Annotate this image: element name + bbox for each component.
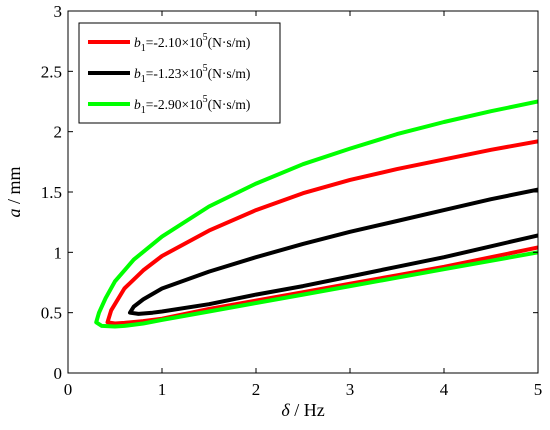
series-1-curve	[105, 139, 538, 326]
y-tick-label: 0	[54, 364, 63, 383]
y-tick-label: 2.5	[41, 62, 62, 81]
x-tick-label: 1	[158, 380, 167, 399]
x-tick-label: 4	[440, 380, 449, 399]
legend-entry-series-1: b1=-2.10×105(N·s/m)	[134, 32, 250, 54]
y-tick-label: 3	[54, 2, 63, 21]
x-tick-label: 2	[252, 380, 261, 399]
series-2-curve	[128, 187, 538, 316]
y-tick-label: 0.5	[41, 304, 62, 323]
y-axis-label: a / mm	[4, 166, 24, 217]
y-tick-label: 1	[54, 243, 63, 262]
x-tick-label: 5	[534, 380, 543, 399]
legend: b1=-2.10×105(N·s/m) b1=-1.23×105(N·s/m) …	[78, 22, 281, 124]
x-axis-label: δ / Hz	[281, 400, 324, 420]
y-tick-label: 2	[54, 123, 63, 142]
x-tick-label: 3	[346, 380, 355, 399]
legend-entry-series-3: b1=-2.90×105(N·s/m)	[134, 94, 250, 116]
series-3-curve	[94, 99, 538, 329]
plot-area	[94, 99, 538, 329]
x-tick-label: 0	[64, 380, 73, 399]
y-tick-label: 1.5	[41, 183, 62, 202]
legend-entry-series-2: b1=-1.23×105(N·s/m)	[134, 63, 250, 85]
axis-ticks: 0 1 2 3 4 5 0 0.5 1 1.5 2 2.5 3	[41, 2, 543, 399]
